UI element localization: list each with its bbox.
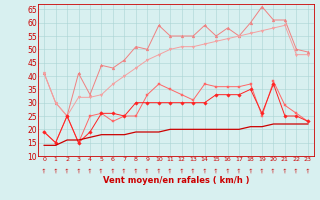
X-axis label: Vent moyen/en rafales ( km/h ): Vent moyen/en rafales ( km/h ) (103, 176, 249, 185)
